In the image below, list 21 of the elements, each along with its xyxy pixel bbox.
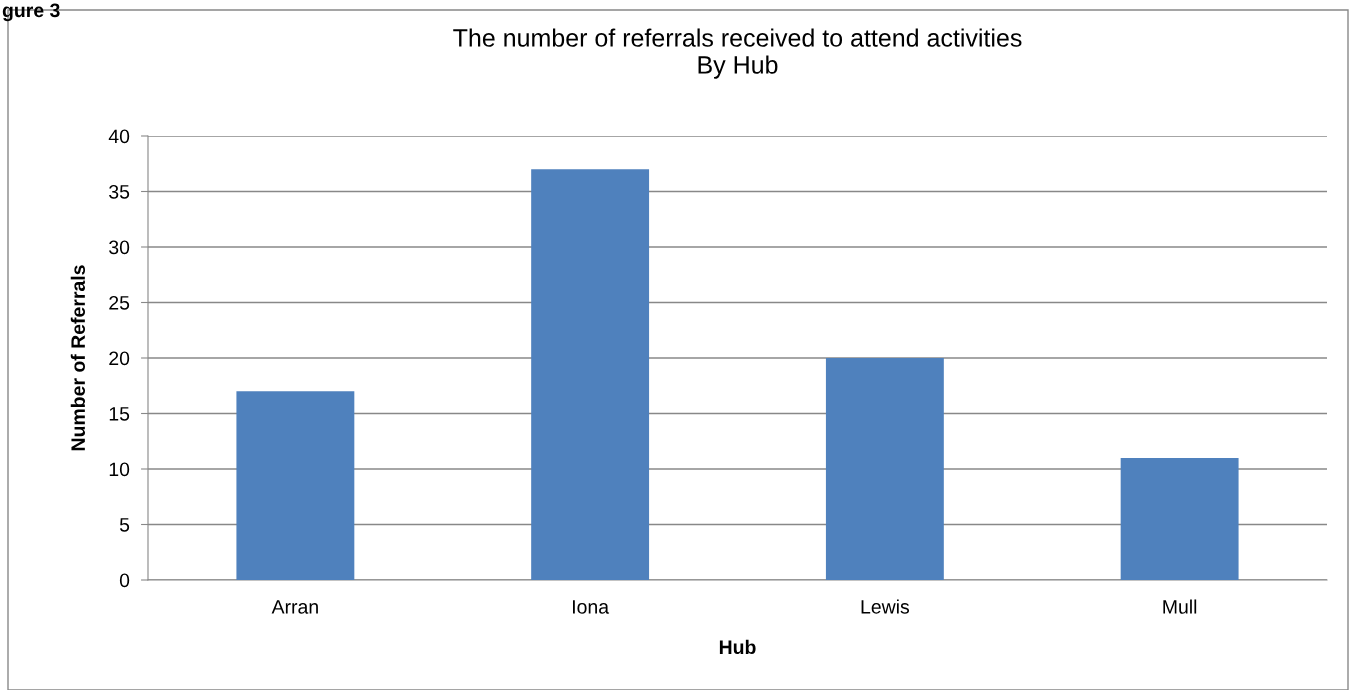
chart-title: The number of referrals received to attend activities By Hub xyxy=(453,28,1022,79)
bar xyxy=(825,358,944,580)
x-tick-label: Arran xyxy=(271,600,318,614)
y-tick-label: 0 xyxy=(119,573,130,588)
y-tick-label: 25 xyxy=(109,295,130,310)
y-axis-title: Number of Referrals xyxy=(70,265,86,451)
y-tick-label: 10 xyxy=(109,462,130,477)
y-tick-label: 15 xyxy=(109,407,130,421)
text: gure 3 xyxy=(2,3,60,22)
x-tick-label: Mull xyxy=(1163,599,1197,614)
bar xyxy=(531,169,650,580)
x-axis-title: Hub xyxy=(719,639,756,655)
x-tick-label: Lewis xyxy=(861,599,910,614)
y-tick-label: 5 xyxy=(119,518,130,532)
y-tick-label: 30 xyxy=(109,240,130,255)
y-tick-label: 20 xyxy=(109,351,130,366)
y-tick-label: 35 xyxy=(109,184,130,199)
bar xyxy=(1120,457,1239,580)
bar xyxy=(236,391,355,580)
x-tick-label: Iona xyxy=(573,600,610,614)
y-tick-label: 40 xyxy=(108,129,130,144)
